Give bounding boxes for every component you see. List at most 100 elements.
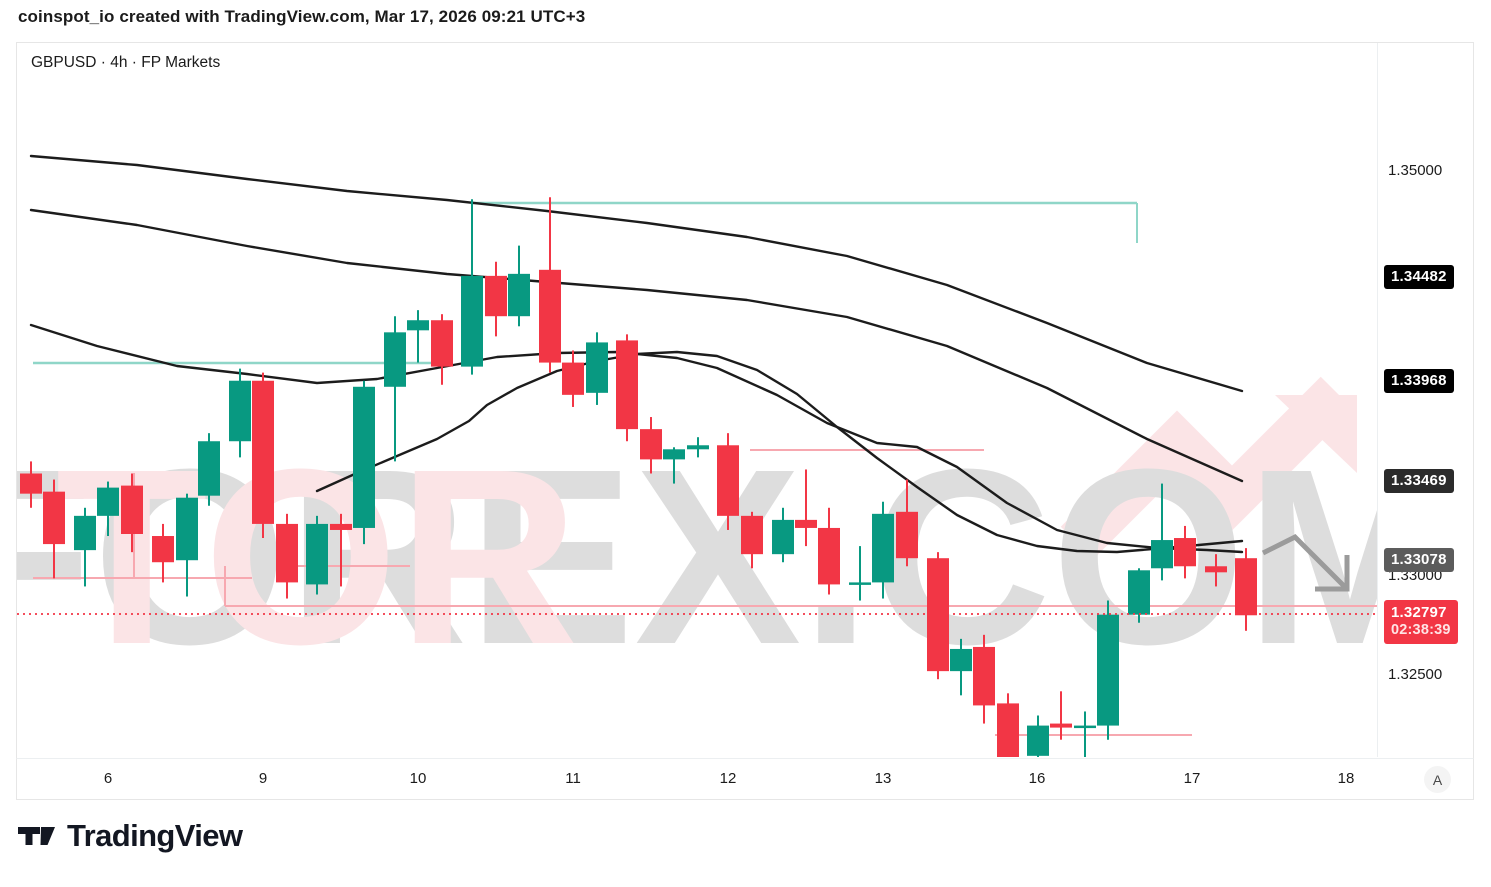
candle-body	[586, 342, 608, 393]
candle-body	[20, 473, 42, 494]
candle-body	[485, 275, 507, 317]
candle	[20, 461, 42, 508]
current-price-value: 1.32797	[1391, 604, 1447, 621]
candle-body	[927, 558, 949, 672]
candle	[640, 417, 662, 474]
candle-body	[849, 582, 871, 585]
time-axis[interactable]: A 6 9 10 11 12 13 16 17 18	[16, 758, 1474, 800]
candle	[198, 433, 220, 506]
candle	[1205, 554, 1227, 587]
candle	[1074, 711, 1096, 757]
candle	[1097, 600, 1119, 740]
candle-body	[1074, 725, 1096, 729]
candle	[849, 546, 871, 601]
candle-body	[1097, 614, 1119, 726]
price-scale-ma-badge[interactable]: 1.34482	[1384, 265, 1454, 289]
candle-body	[1205, 566, 1227, 573]
candle	[485, 261, 507, 337]
symbol-legend[interactable]: GBPUSD · 4h · FP Markets	[31, 54, 221, 71]
candle	[461, 199, 483, 375]
candle-body	[74, 515, 96, 551]
candle-body	[950, 648, 972, 672]
candle-body	[741, 515, 763, 555]
candle-body	[152, 536, 174, 563]
attribution-caption: coinspot_io created with TradingView.com…	[18, 7, 586, 26]
candle-body	[353, 386, 375, 528]
candle	[741, 511, 763, 569]
price-scale[interactable]: 1.350001.330001.325001.320001.344821.339…	[1377, 43, 1473, 757]
candle	[616, 334, 638, 442]
time-axis-tick: 10	[409, 770, 427, 787]
candle	[276, 513, 298, 599]
candlestick-series	[20, 197, 1257, 757]
candle	[872, 501, 894, 599]
candle	[1174, 525, 1196, 579]
candle-body	[896, 511, 918, 559]
level-lines	[33, 201, 1377, 736]
chart-plot-area[interactable]: FOREX.COM TOR	[17, 43, 1377, 757]
candle	[1050, 691, 1072, 740]
candle	[252, 372, 274, 539]
candle-body	[508, 273, 530, 317]
candle	[687, 437, 709, 458]
ma-line-MA-fast	[315, 350, 1244, 554]
annotation-arrow-line[interactable]	[1261, 533, 1349, 591]
candle	[97, 481, 119, 537]
candle	[586, 332, 608, 405]
annotation-arrow	[1261, 533, 1350, 592]
candle	[1235, 548, 1257, 631]
candle-body	[252, 380, 274, 524]
bar-countdown: 02:38:39	[1391, 621, 1451, 638]
candle	[229, 368, 251, 458]
candle-body	[43, 491, 65, 545]
price-scale-ma-badge[interactable]: 1.33968	[1384, 369, 1454, 393]
candle-body	[1128, 570, 1150, 615]
candle	[152, 523, 174, 583]
candle-body	[1174, 538, 1196, 567]
candle	[795, 469, 817, 547]
candle-body	[687, 445, 709, 450]
annotation-arrow-head[interactable]	[1315, 555, 1350, 592]
candle-body	[997, 703, 1019, 757]
candle	[927, 552, 949, 680]
tradingview-wordmark: TradingView	[67, 818, 243, 853]
candle	[306, 515, 328, 595]
price-scale-ma-badge[interactable]: 1.33469	[1384, 469, 1454, 493]
candle	[950, 638, 972, 696]
candle-body	[121, 485, 143, 534]
candle	[508, 245, 530, 327]
candle-body	[306, 523, 328, 585]
candle	[896, 479, 918, 567]
candle	[818, 507, 840, 595]
axis-menu-button[interactable]: A	[1424, 766, 1451, 793]
time-axis-tick: 16	[1028, 770, 1046, 787]
candle-body	[772, 519, 794, 555]
candle	[1151, 483, 1173, 581]
tradingview-footer-logo[interactable]: TradingView	[18, 818, 243, 854]
candle	[562, 350, 584, 407]
time-axis-tick: 12	[719, 770, 737, 787]
candle-body	[229, 380, 251, 442]
candle-body	[431, 320, 453, 367]
candle-body	[384, 332, 406, 387]
candle	[997, 693, 1019, 757]
moving-average-lines	[29, 154, 1244, 554]
candle	[353, 380, 375, 545]
candle-body	[640, 429, 662, 460]
candle	[1027, 715, 1049, 757]
time-axis-tick: 6	[103, 770, 113, 787]
price-scale-ma-badge[interactable]: 1.33078	[1384, 548, 1454, 572]
candle	[384, 316, 406, 462]
candle	[407, 310, 429, 363]
candle	[330, 513, 352, 587]
current-price-badge[interactable]: 1.32797 02:38:39	[1384, 600, 1458, 644]
candle-body	[176, 497, 198, 561]
candle-body	[1151, 540, 1173, 569]
candle-body	[276, 523, 298, 583]
time-axis-tick: 11	[565, 770, 581, 787]
time-axis-tick: 13	[874, 770, 892, 787]
price-scale-tick: 1.32500	[1388, 666, 1443, 683]
candle	[973, 634, 995, 724]
candle-body	[872, 513, 894, 583]
